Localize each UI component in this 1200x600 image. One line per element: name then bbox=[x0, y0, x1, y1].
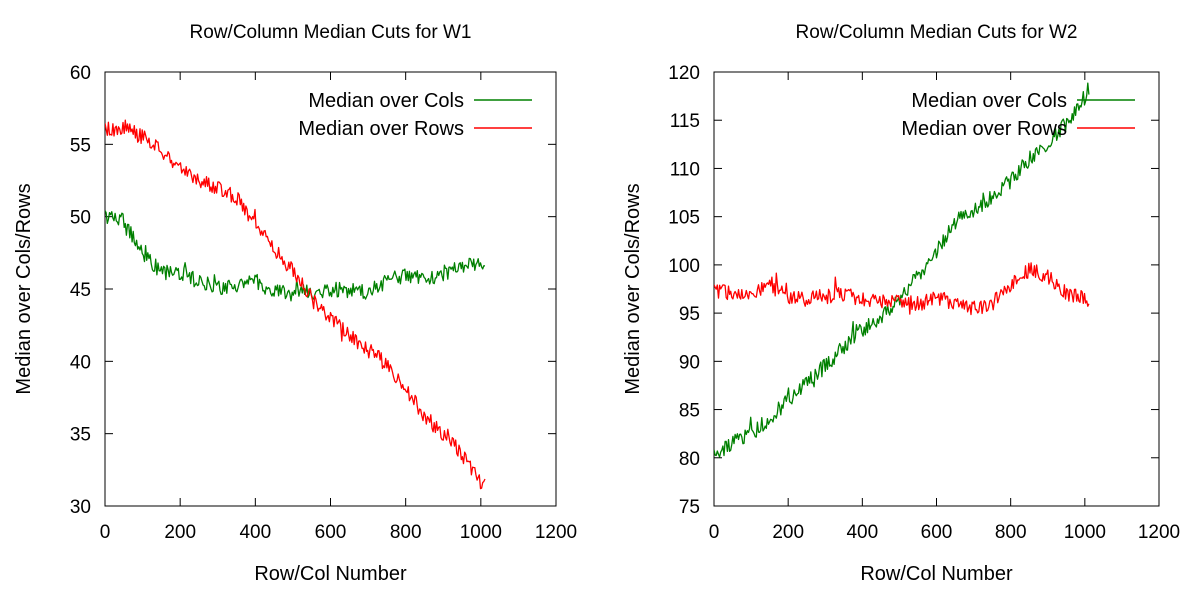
x-tick-label: 1000 bbox=[460, 522, 502, 543]
chart-title: Row/Column Median Cuts for W1 bbox=[190, 22, 472, 43]
y-tick-label: 85 bbox=[679, 401, 700, 422]
y-tick-label: 75 bbox=[679, 497, 700, 518]
y-tick-label: 40 bbox=[70, 352, 91, 373]
x-tick-label: 1200 bbox=[535, 522, 577, 543]
y-tick-label: 35 bbox=[70, 425, 91, 446]
x-tick-label: 200 bbox=[164, 522, 196, 543]
series-line-median-over-cols bbox=[714, 82, 1090, 458]
series-line-median-over-rows bbox=[714, 262, 1090, 316]
x-axis-label: Row/Col Number bbox=[254, 563, 407, 585]
series-line-median-over-cols bbox=[105, 210, 486, 302]
legend-label: Median over Rows bbox=[298, 118, 464, 140]
x-tick-label: 1000 bbox=[1064, 522, 1106, 543]
x-tick-label: 600 bbox=[315, 522, 347, 543]
x-tick-label: 200 bbox=[772, 522, 804, 543]
y-tick-label: 115 bbox=[670, 111, 700, 132]
y-tick-label: 95 bbox=[679, 304, 700, 325]
y-axis-label: Median over Cols/Rows bbox=[622, 183, 644, 394]
x-tick-label: 0 bbox=[709, 522, 720, 543]
y-tick-label: 30 bbox=[70, 497, 91, 518]
series-line-median-over-rows bbox=[105, 119, 486, 490]
x-tick-label: 1200 bbox=[1138, 522, 1180, 543]
x-tick-label: 0 bbox=[100, 522, 111, 543]
x-tick-label: 400 bbox=[846, 522, 878, 543]
chart-panel-2: Row/Column Median Cuts for W2 0 200 400 600 8… bbox=[622, 22, 1180, 585]
x-tick-label: 800 bbox=[995, 522, 1027, 543]
y-tick-label: 90 bbox=[679, 352, 700, 373]
y-tick-label: 60 bbox=[70, 63, 91, 84]
x-axis-label: Row/Col Number bbox=[860, 563, 1013, 585]
y-tick-label: 50 bbox=[70, 208, 91, 229]
x-tick-label: 400 bbox=[239, 522, 271, 543]
legend-label: Median over Cols bbox=[911, 90, 1067, 112]
y-tick-label: 55 bbox=[70, 135, 91, 156]
legend-label: Median over Cols bbox=[308, 90, 464, 112]
y-tick-label: 100 bbox=[668, 256, 700, 277]
y-tick-label: 120 bbox=[668, 63, 700, 84]
chart-panel-1: Row/Column Median Cuts for W1 0 200 400 600 8… bbox=[13, 22, 577, 585]
y-axis-label: Median over Cols/Rows bbox=[13, 183, 35, 394]
chart-title: Row/Column Median Cuts for W2 bbox=[796, 22, 1078, 43]
y-tick-label: 105 bbox=[668, 208, 700, 229]
legend-label: Median over Rows bbox=[901, 118, 1067, 140]
y-tick-label: 45 bbox=[70, 280, 91, 301]
y-tick-label: 110 bbox=[670, 159, 700, 180]
x-tick-label: 600 bbox=[921, 522, 953, 543]
y-tick-label: 80 bbox=[679, 449, 700, 470]
x-tick-label: 800 bbox=[390, 522, 422, 543]
